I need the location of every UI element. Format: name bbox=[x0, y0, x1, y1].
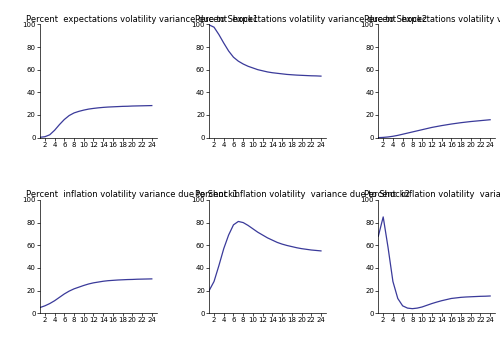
Text: Percent  expectations volatility variance due to Shock3: Percent expectations volatility variance… bbox=[364, 15, 500, 24]
Text: Percent  inflation volatility variance due to Shock1: Percent inflation volatility variance du… bbox=[26, 190, 238, 199]
Text: Percent  expectations volatility variance due to Shock2: Percent expectations volatility variance… bbox=[195, 15, 428, 24]
Text: Percent  inflation volatility  variance due to Shock2: Percent inflation volatility variance du… bbox=[195, 190, 410, 199]
Text: Percent  inflation volatility  variance due to Shock3: Percent inflation volatility variance du… bbox=[364, 190, 500, 199]
Text: Percent  expectations volatility variance due to Shock1: Percent expectations volatility variance… bbox=[26, 15, 258, 24]
